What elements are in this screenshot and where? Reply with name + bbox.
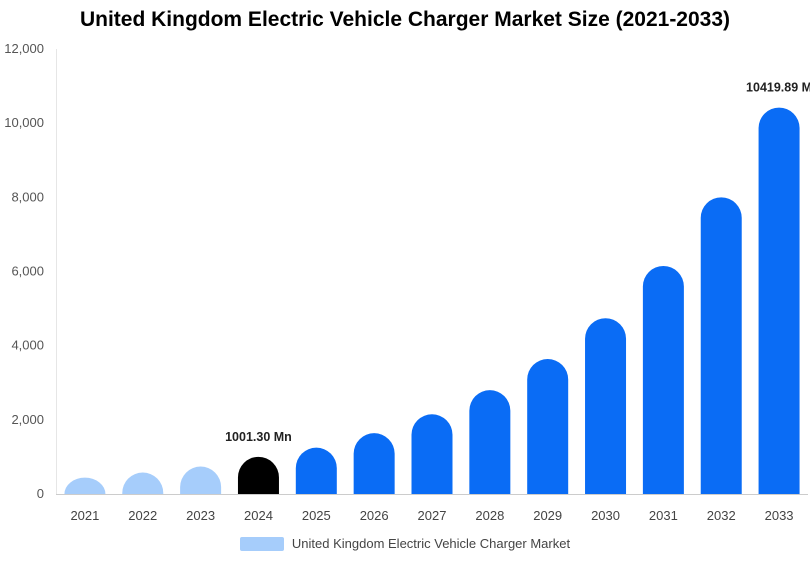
x-tick-label: 2030 <box>591 508 620 523</box>
bar-2027 <box>411 414 453 494</box>
bar-2025 <box>295 447 337 494</box>
x-tick-label: 2033 <box>765 508 794 523</box>
x-tick-label: 2022 <box>128 508 157 523</box>
chart-title: United Kingdom Electric Vehicle Charger … <box>79 8 731 31</box>
bar-2021 <box>64 477 106 494</box>
bar-2024 <box>237 456 279 494</box>
bar-2029 <box>527 359 569 494</box>
data-label-2033: 10419.89 M <box>746 81 810 95</box>
legend: United Kingdom Electric Vehicle Charger … <box>0 536 810 551</box>
x-tick-label: 2027 <box>418 508 447 523</box>
y-tick-label: 10,000 <box>4 115 44 130</box>
bar-2030 <box>585 318 627 494</box>
y-tick-label: 4,000 <box>11 338 44 353</box>
data-labels: 1001.30 Mn 10419.89 M <box>225 81 810 444</box>
x-tick-label: 2021 <box>70 508 99 523</box>
x-tick-label: 2023 <box>186 508 215 523</box>
x-tick-label: 2031 <box>649 508 678 523</box>
bar-2026 <box>353 433 395 494</box>
y-tick-label: 2,000 <box>11 412 44 427</box>
x-axis: 2021 2022 2023 2024 2025 2026 2027 2028 2029 2030… <box>70 508 793 523</box>
legend-swatch <box>239 536 284 551</box>
y-tick-label: 12,000 <box>4 41 44 56</box>
bar-2032 <box>700 197 742 495</box>
legend-label: United Kingdom Electric Vehicle Charger … <box>291 536 571 551</box>
x-tick-label: 2025 <box>302 508 331 523</box>
y-tick-label: 8,000 <box>11 189 44 204</box>
bar-2022 <box>122 472 164 494</box>
y-tick-label: 6,000 <box>11 264 44 279</box>
x-tick-label: 2032 <box>707 508 736 523</box>
x-tick-label: 2024 <box>244 508 273 523</box>
x-tick-label: 2028 <box>475 508 504 523</box>
x-tick-label: 2029 <box>533 508 562 523</box>
y-axis: 0 2,000 4,000 6,000 8,000 10,000 12,000 <box>4 41 44 501</box>
x-tick-label: 2026 <box>360 508 389 523</box>
y-tick-label: 0 <box>37 486 44 501</box>
data-label-2024: 1001.30 Mn <box>225 430 292 444</box>
bar-2031 <box>642 265 684 494</box>
bars <box>64 107 800 495</box>
bar-2033 <box>758 107 800 495</box>
bar-2028 <box>469 390 511 494</box>
bar-2023 <box>180 466 222 494</box>
